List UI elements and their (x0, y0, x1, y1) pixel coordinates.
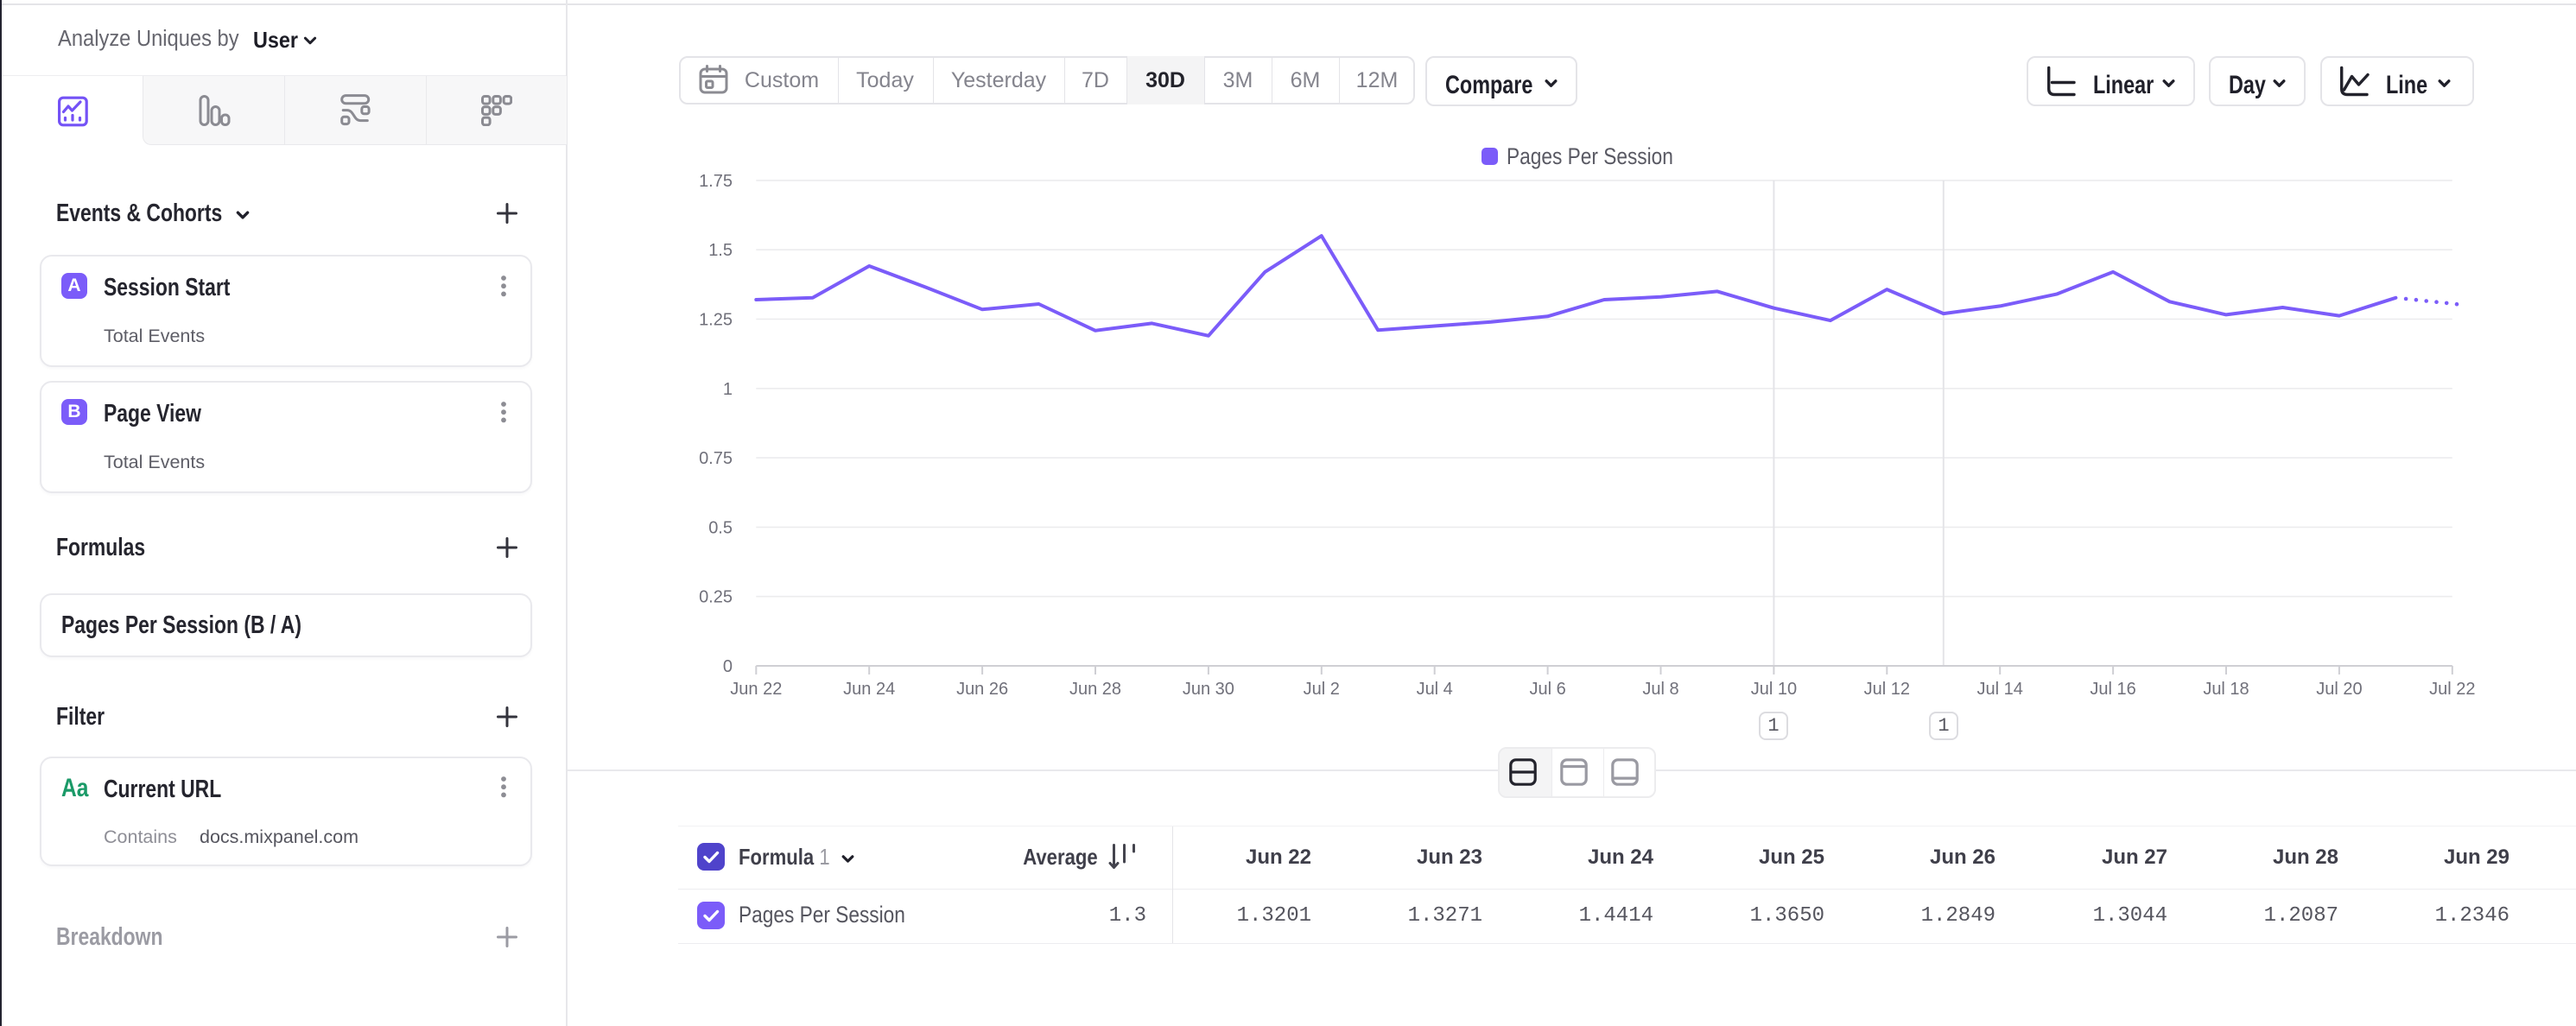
svg-text:Jun 30: Jun 30 (1183, 680, 1234, 699)
svg-text:Jul 8: Jul 8 (1642, 680, 1678, 699)
svg-text:Jul 2: Jul 2 (1304, 680, 1340, 699)
svg-text:1: 1 (723, 380, 733, 399)
svg-text:0.75: 0.75 (699, 449, 733, 468)
svg-text:Jul 4: Jul 4 (1417, 680, 1453, 699)
svg-text:Jul 18: Jul 18 (2203, 680, 2249, 699)
svg-text:Jul 14: Jul 14 (1977, 680, 2023, 699)
svg-text:Jun 24: Jun 24 (843, 680, 895, 699)
svg-text:0.5: 0.5 (708, 518, 733, 537)
svg-text:1.25: 1.25 (699, 311, 733, 330)
svg-text:0: 0 (723, 657, 733, 676)
svg-text:Jul 20: Jul 20 (2316, 680, 2362, 699)
svg-text:1.75: 1.75 (699, 172, 733, 191)
svg-text:Jul 6: Jul 6 (1529, 680, 1565, 699)
svg-text:1.5: 1.5 (708, 241, 733, 260)
svg-text:Jul 22: Jul 22 (2429, 680, 2475, 699)
svg-text:Jun 22: Jun 22 (730, 680, 782, 699)
svg-text:Jun 26: Jun 26 (956, 680, 1008, 699)
svg-text:Jul 16: Jul 16 (2090, 680, 2135, 699)
svg-text:Jul 12: Jul 12 (1864, 680, 1910, 699)
svg-text:Jul 10: Jul 10 (1751, 680, 1797, 699)
svg-text:Jun 28: Jun 28 (1069, 680, 1121, 699)
svg-text:0.25: 0.25 (699, 588, 733, 607)
